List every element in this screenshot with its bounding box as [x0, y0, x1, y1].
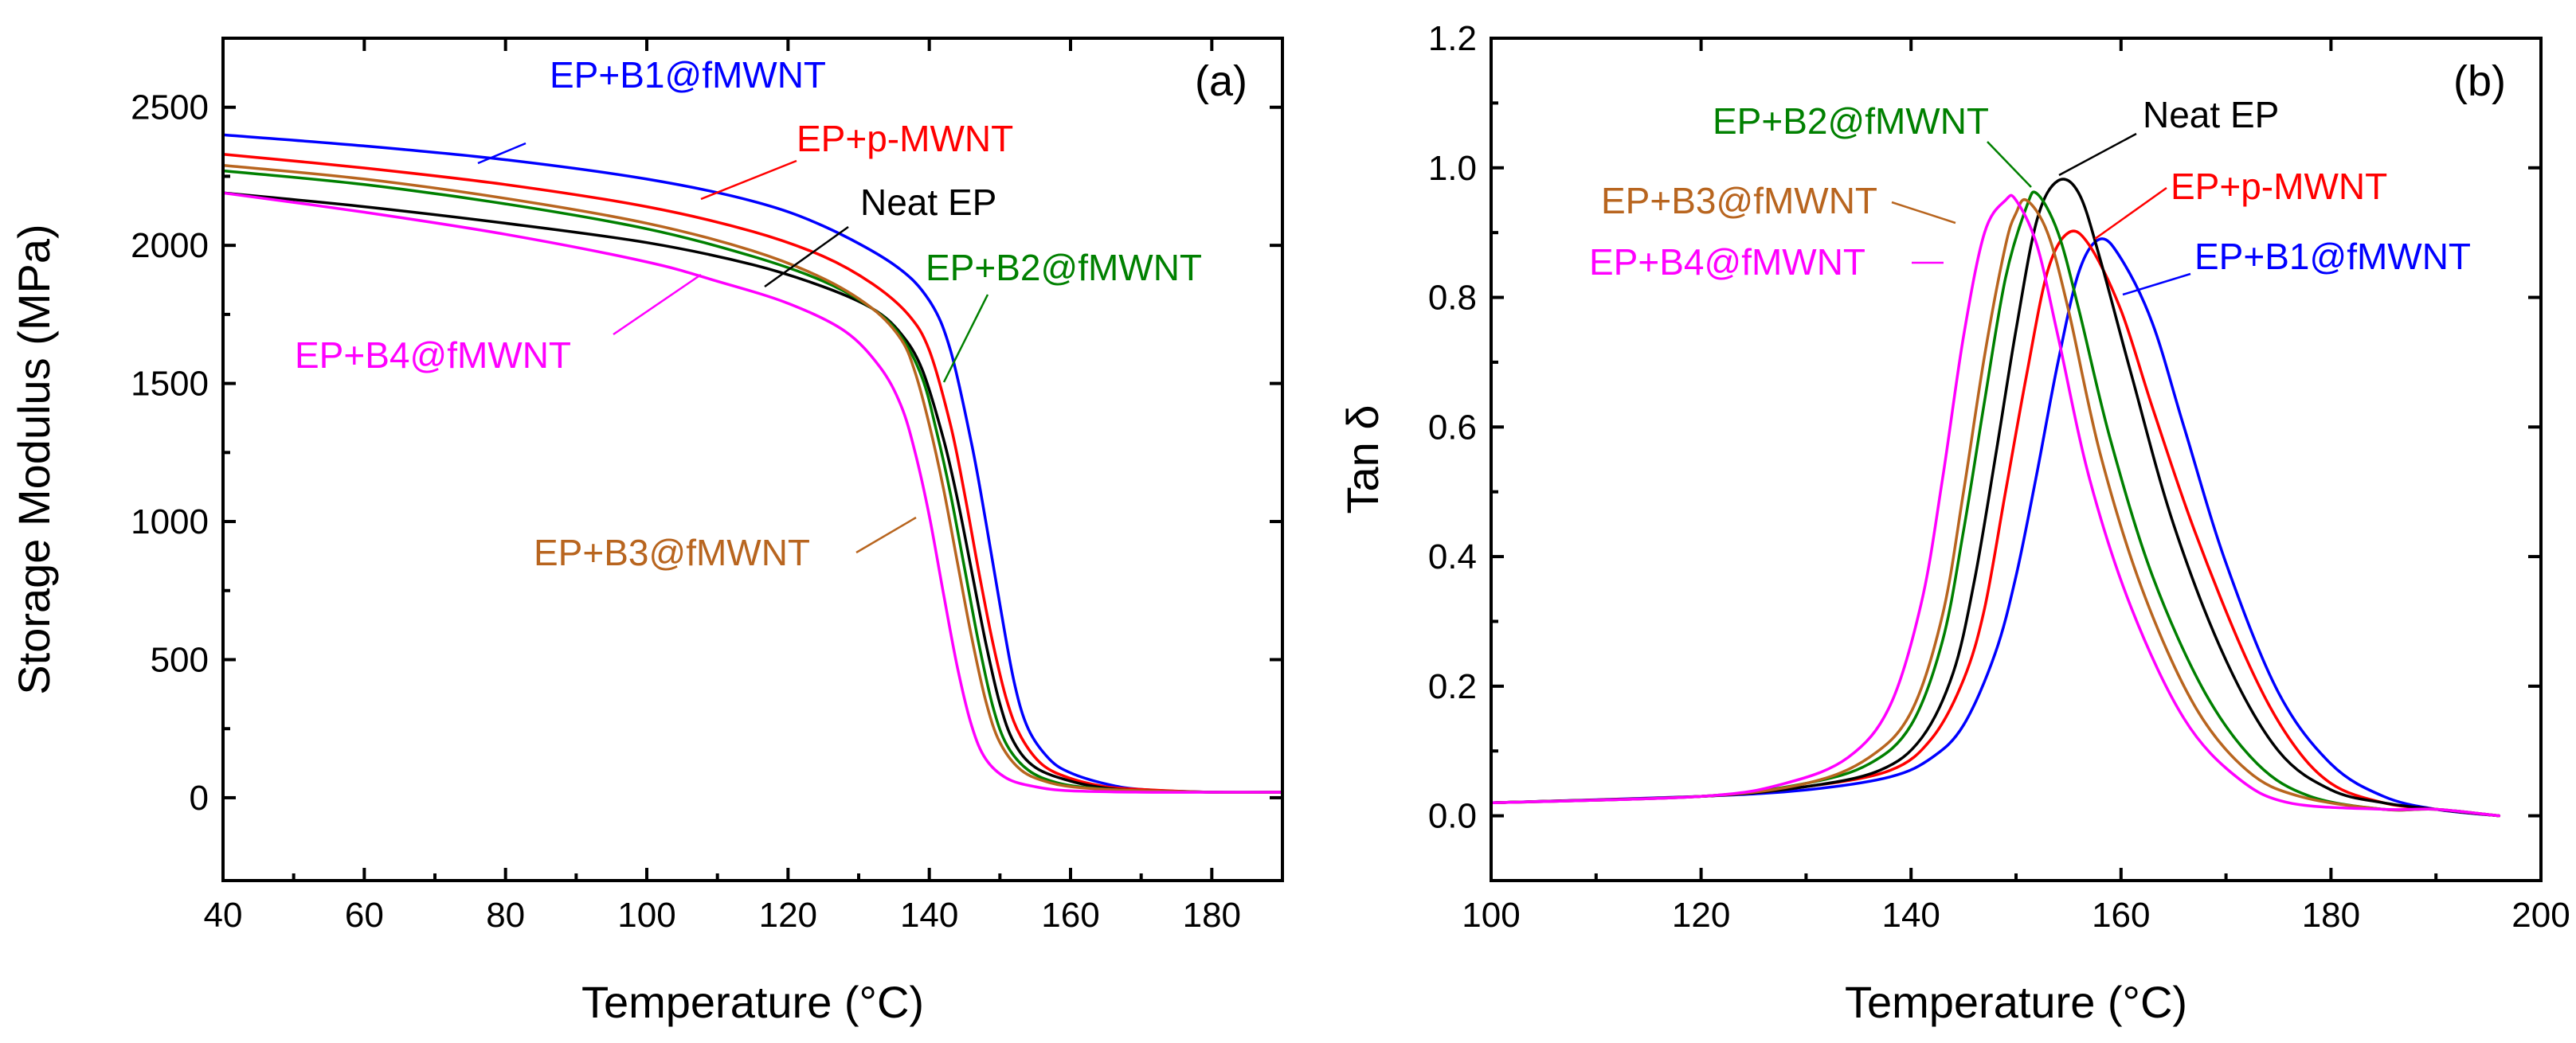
panel-a-y-tick-label: 1500: [131, 365, 209, 404]
panel-a-leader-lines: [477, 142, 989, 554]
panel-b-x-axis-label: Temperature (°C): [1845, 977, 2187, 1027]
panel-b-x-tick-label: 180: [2302, 896, 2360, 935]
panel-b-series-ep-p-mwnt: [1490, 229, 2501, 818]
panel-a-x-axis-label: Temperature (°C): [581, 977, 924, 1027]
panel-b-label-ep-p-mwnt: EP+p-MWNT: [2171, 166, 2387, 207]
panel-b-label-ep-b4-fmwnt: EP+B4@fMWNT: [1589, 241, 1865, 283]
panel-b-series-labels: EP+B2@fMWNT Neat EP EP+p-MWNT EP+B3@fMWNT EP…: [1589, 94, 2471, 283]
panel-a-leader-ep-b1-fmwnt: [477, 142, 527, 165]
panel-a-curves: [221, 133, 1284, 795]
panel-a-leader-neat-ep: [764, 225, 849, 288]
panel-b-y-axis-label: Tan δ: [1337, 404, 1388, 514]
panel-a-series-ep-b1-fmwnt: [221, 133, 1284, 795]
panel-b-y-tick-label: 0.8: [1428, 279, 1477, 318]
panel-b-label-ep-b2-fmwnt: EP+B2@fMWNT: [1713, 100, 1989, 142]
panel-b: 100 120 140 160 180 2000.00.20.40.60.81.01.2 …: [1337, 19, 2570, 1027]
panel-a-label: (a): [1195, 57, 1247, 105]
panel-b-series-ep-b1-fmwnt: [1490, 237, 2501, 818]
panel-b-x-tick-label: 160: [2092, 896, 2150, 935]
panel-b-label-ep-b3-fmwnt: EP+B3@fMWNT: [1601, 180, 1877, 221]
panel-a-leader-ep-b3-fmwnt: [855, 516, 917, 554]
panel-b-y-tick-label: 1.2: [1428, 19, 1477, 58]
panel-a-label-ep-b2-fmwnt: EP+B2@fMWNT: [926, 247, 1202, 288]
panel-b-tick-labels: 100 120 140 160 180 200 0.0 0.2 0.4 0.6 0.8 1.0 1.2: [1428, 19, 2570, 935]
panel-a-tick-labels: 40 60 80 100 120 140 160 180 0 500 1000 1500 2000 250…: [131, 88, 1241, 935]
panel-b-x-tick-label: 200: [2511, 896, 2570, 935]
panel-b-x-tick-label: 100: [1462, 896, 1520, 935]
panel-b-y-tick-label: 0.0: [1428, 797, 1477, 836]
panel-a-leader-ep-b4-fmwnt: [613, 273, 702, 336]
panel-b-leader-lines: [1891, 132, 2191, 296]
panel-a-ticks: [221, 38, 1282, 881]
panel-b-ticks: [1490, 37, 2543, 881]
panel-b-label-ep-b1-fmwnt: EP+B1@fMWNT: [2194, 236, 2471, 277]
panel-a-label-ep-p-mwnt: EP+p-MWNT: [797, 118, 1013, 159]
panel-b-y-tick-label: 0.4: [1428, 537, 1477, 576]
panel-b-curves: [1490, 178, 2501, 818]
panel-a-series-ep-b3-fmwnt: [221, 163, 1284, 794]
panel-a-leader-ep-b2-fmwnt: [942, 294, 989, 383]
panel-b-leader-ep-b2-fmwnt: [1987, 141, 2032, 188]
panel-b-leader-ep-p-mwnt: [2094, 186, 2167, 240]
panel-b-series-ep-b2-fmwnt: [1490, 190, 2501, 818]
panel-a-series-labels: EP+B1@fMWNT EP+p-MWNT Neat EP EP+B2@fMWNT EP…: [295, 54, 1202, 573]
panel-a-y-axis-label: Storage Modulus (MPa): [9, 224, 59, 694]
panel-a-y-tick-label: 2000: [131, 226, 209, 265]
panel-b-leader-neat-ep: [2058, 132, 2137, 177]
panel-a-label-neat-ep: Neat EP: [860, 182, 996, 223]
panel-b-leader-ep-b1-fmwnt: [2122, 272, 2191, 296]
panel-a-label-ep-b1-fmwnt: EP+B1@fMWNT: [550, 54, 826, 96]
panel-a-x-tick-label: 40: [204, 896, 243, 935]
panel-a-series-ep-p-mwnt: [221, 152, 1284, 795]
panel-b-series-ep-b3-fmwnt: [1490, 197, 2501, 818]
panel-b-series-neat-ep: [1490, 178, 2501, 818]
panel-b-frame: [1490, 37, 2543, 882]
panel-a-x-tick-label: 100: [617, 896, 675, 935]
panel-a-x-tick-label: 140: [900, 896, 958, 935]
panel-a-x-tick-label: 80: [486, 896, 525, 935]
panel-a-x-tick-label: 120: [759, 896, 817, 935]
panel-b-label: (b): [2453, 57, 2506, 105]
panel-a-x-tick-label: 160: [1041, 896, 1099, 935]
panel-a: 40 60 80 100 120 140 160 180 0 500 1000 1500 2000 250…: [9, 37, 1284, 1027]
panel-b-label-neat-ep: Neat EP: [2143, 94, 2279, 135]
panel-a-y-tick-label: 500: [151, 640, 209, 679]
panel-a-y-tick-label: 0: [190, 779, 209, 818]
panel-a-y-tick-label: 2500: [131, 88, 209, 127]
panel-b-y-tick-label: 0.2: [1428, 667, 1477, 706]
panel-a-label-ep-b3-fmwnt: EP+B3@fMWNT: [534, 532, 810, 573]
panel-a-series-neat-ep: [221, 191, 1284, 794]
panel-a-x-tick-label: 180: [1183, 896, 1241, 935]
panel-a-label-ep-b4-fmwnt: EP+B4@fMWNT: [295, 334, 571, 376]
panel-b-leader-ep-b3-fmwnt: [1891, 201, 1956, 225]
panel-a-frame: [221, 37, 1284, 882]
panel-b-y-tick-label: 0.6: [1428, 408, 1477, 447]
panel-a-y-tick-label: 1000: [131, 502, 209, 541]
panel-a-x-tick-label: 60: [345, 896, 384, 935]
panel-a-series-ep-b4-fmwnt: [221, 191, 1284, 794]
panel-b-y-tick-label: 1.0: [1428, 149, 1477, 188]
panel-b-series-ep-b4-fmwnt: [1490, 193, 2501, 818]
panel-b-x-tick-label: 120: [1672, 896, 1730, 935]
panel-a-leader-ep-p-mwnt: [700, 159, 797, 201]
panel-b-x-tick-label: 140: [1881, 896, 1940, 935]
